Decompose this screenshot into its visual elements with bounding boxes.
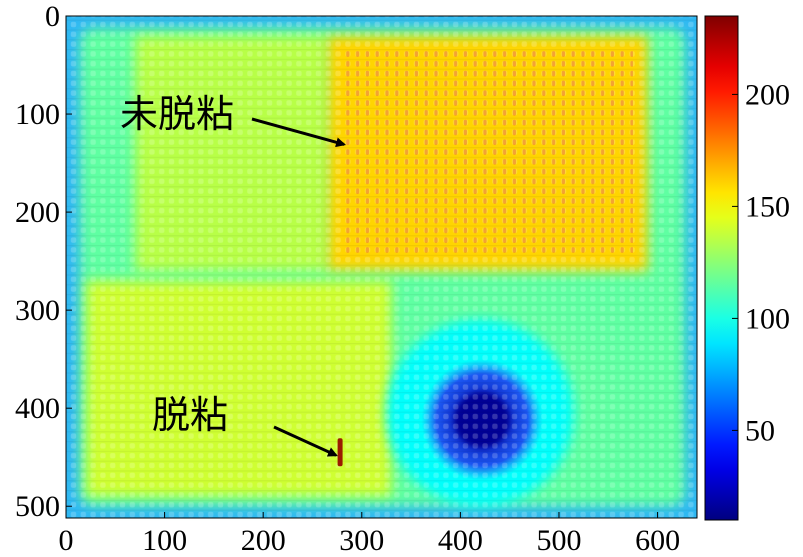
annotation-arrow-not-debonded <box>251 117 346 148</box>
plot-frame <box>65 15 698 519</box>
colorbar-tick-label: 100 <box>745 302 790 335</box>
y-tick-label: 100 <box>15 98 60 131</box>
y-tick-label: 200 <box>15 196 60 229</box>
x-tick-label: 100 <box>142 524 187 557</box>
annotation-label-not-debonded: 未脱粘 <box>120 92 234 136</box>
x-tick-label: 600 <box>635 524 680 557</box>
y-axis: 0 100 200 300 400 500 <box>15 0 72 523</box>
debond-mark <box>337 438 343 467</box>
y-tick-label: 500 <box>15 490 60 523</box>
colorbar-ramp <box>704 15 739 521</box>
x-tick-label: 400 <box>438 524 483 557</box>
x-tick-label: 300 <box>339 524 384 557</box>
x-axis: 0 100 200 300 400 500 600 <box>59 512 680 557</box>
colorbar: 50 100 150 200 <box>704 15 790 521</box>
x-tick-label: 0 <box>59 524 74 557</box>
colorbar-tick-label: 50 <box>745 414 775 447</box>
y-tick-label: 0 <box>45 0 60 33</box>
x-tick-label: 200 <box>241 524 286 557</box>
annotation-arrow-debonded <box>273 425 338 457</box>
heatmap-grid-texture <box>66 16 697 518</box>
x-tick-label: 500 <box>536 524 581 557</box>
y-tick-label: 400 <box>15 392 60 425</box>
colorbar-tick-label: 150 <box>745 190 790 223</box>
heatmap-plot-area <box>66 16 697 518</box>
colorbar-tick-label: 200 <box>745 78 790 111</box>
y-tick-label: 300 <box>15 294 60 327</box>
annotation-label-debonded: 脱粘 <box>152 393 228 437</box>
